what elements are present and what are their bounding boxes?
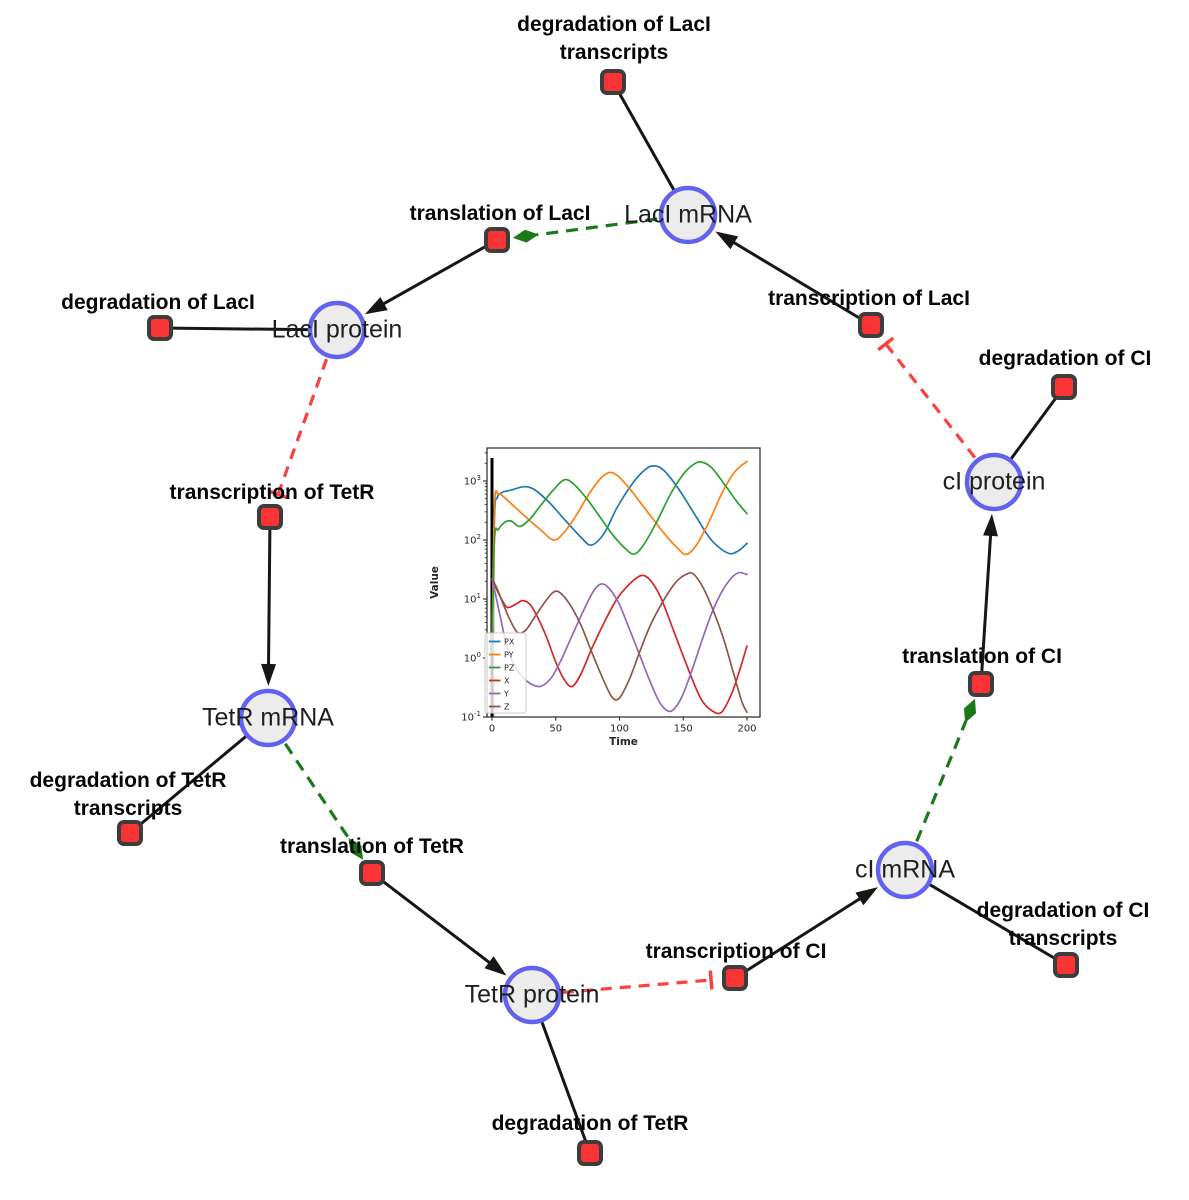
axes-box [486,447,761,718]
x-axis-label: Time [609,736,638,748]
edge-transcription-ci-to-ci-mrna-arrowhead-icon [855,887,878,906]
edge-tetr-mrna-to-translation-tetr [283,742,352,841]
y-tick-exponent: 3 [477,474,481,482]
series-line-y [491,571,748,713]
y-tick-label: 102 [464,533,481,547]
series-line-x [491,574,748,715]
reaction-node-deg-tetr[interactable] [577,1140,603,1166]
y-tick-exponent: 2 [477,533,481,541]
reaction-node-deg-tetr-transcripts[interactable] [117,820,143,846]
edge-translation-tetr-to-tetr-protein [371,871,495,968]
edge-laci-protein-to-deg-laci [159,326,338,332]
edge-translation-laci-to-laci-protein-arrowhead-icon [364,296,388,315]
y-tick-label: 10-1 [461,710,481,724]
edge-transcription-tetr-to-tetr-mrna [266,516,272,671]
reaction-node-deg-laci[interactable] [147,315,173,341]
edge-transcription-ci-to-ci-mrna [734,894,866,980]
reaction-node-translation-ci[interactable] [968,671,994,697]
network-nodes [117,69,1079,1166]
y-tick-label: 101 [464,592,481,606]
series-line-py [491,460,748,649]
series-line-pz [491,461,748,655]
edge-translation-tetr-to-tetr-protein-arrowhead-icon [484,956,507,976]
x-tick-label: 50 [549,724,562,735]
reaction-node-deg-ci-transcripts[interactable] [1053,952,1079,978]
y-tick-exponent: 1 [477,592,481,600]
edge-ci-protein-to-transcription-laci-tbar-icon [877,336,895,352]
legend-label-x: X [504,676,510,685]
reaction-node-transcription-tetr[interactable] [257,504,283,530]
edge-translation-laci-to-laci-protein [378,238,498,308]
species-node-tetr-mrna[interactable] [238,688,298,748]
species-node-laci-mrna[interactable] [658,185,718,245]
legend-label-y: Y [503,689,509,698]
y-tick-label: 100 [464,651,481,665]
reaction-node-deg-laci-transcripts[interactable] [600,69,626,95]
species-node-laci-protein[interactable] [307,300,367,360]
edge-ci-protein-to-transcription-laci [884,342,977,459]
x-tick-label: 150 [674,724,693,735]
x-tick-label: 100 [610,724,629,735]
edge-tetr-mrna-to-deg-tetr-transcripts [129,716,269,835]
edge-translation-ci-to-ci-protein-arrowhead-icon [983,513,999,537]
chart-series [491,460,748,715]
reaction-node-translation-tetr[interactable] [359,860,385,886]
edge-ci-mrna-to-translation-ci [915,720,968,842]
x-tick-label: 200 [737,724,756,735]
species-node-ci-mrna[interactable] [875,840,935,900]
edge-tetr-protein-to-transcription-ci [562,978,712,995]
legend-label-pz: PZ [504,663,515,672]
species-node-ci-protein[interactable] [964,452,1024,512]
edge-tetr-mrna-to-translation-tetr-diamond-icon [348,838,364,860]
timeseries-plot-svg: 0 50 100 150 20010-1100101102103TimeValuePXP… [429,447,761,748]
edge-laci-mrna-to-translation-laci [536,217,658,237]
edge-laci-protein-to-transcription-tetr [276,358,329,495]
network-edges [129,81,1067,1154]
edge-laci-mrna-to-translation-laci-diamond-icon [512,229,539,243]
y-axis-label: Value [429,566,441,599]
edge-transcription-laci-to-laci-mrna-arrowhead-icon [715,231,739,250]
y-tick-exponent: 0 [477,651,481,659]
edge-transcription-laci-to-laci-mrna [728,238,872,327]
reaction-node-translation-laci[interactable] [484,227,510,253]
y-tick-label: 103 [464,474,481,488]
series-line-z [491,571,748,714]
y-tick-exponent: -1 [474,710,481,718]
legend-label-py: PY [504,650,514,659]
legend-label-px: PX [504,637,515,646]
reaction-node-transcription-ci[interactable] [722,965,748,991]
edge-ci-mrna-to-deg-ci-transcripts [904,868,1067,967]
edge-laci-protein-to-transcription-tetr-tbar-icon [268,489,288,500]
x-tick-label: 0 [489,724,495,735]
reaction-node-transcription-laci[interactable] [858,312,884,338]
chart-legend: PX PY PZ XYZ [484,632,527,714]
edge-transcription-tetr-to-tetr-mrna-arrowhead-icon [261,663,277,687]
edge-ci-mrna-to-translation-ci-diamond-icon [964,698,977,723]
series-line-px [491,465,748,649]
edge-translation-ci-to-ci-protein [979,529,993,685]
edge-tetr-protein-to-transcription-ci-tbar-icon [708,970,714,990]
timeseries-plot: 0 50 100 150 200 10-1 100 101 102 103 Time Value PX P… [428,438,776,763]
species-node-tetr-protein[interactable] [502,965,562,1025]
reaction-node-deg-ci[interactable] [1051,374,1077,400]
legend-label-z: Z [504,702,510,711]
